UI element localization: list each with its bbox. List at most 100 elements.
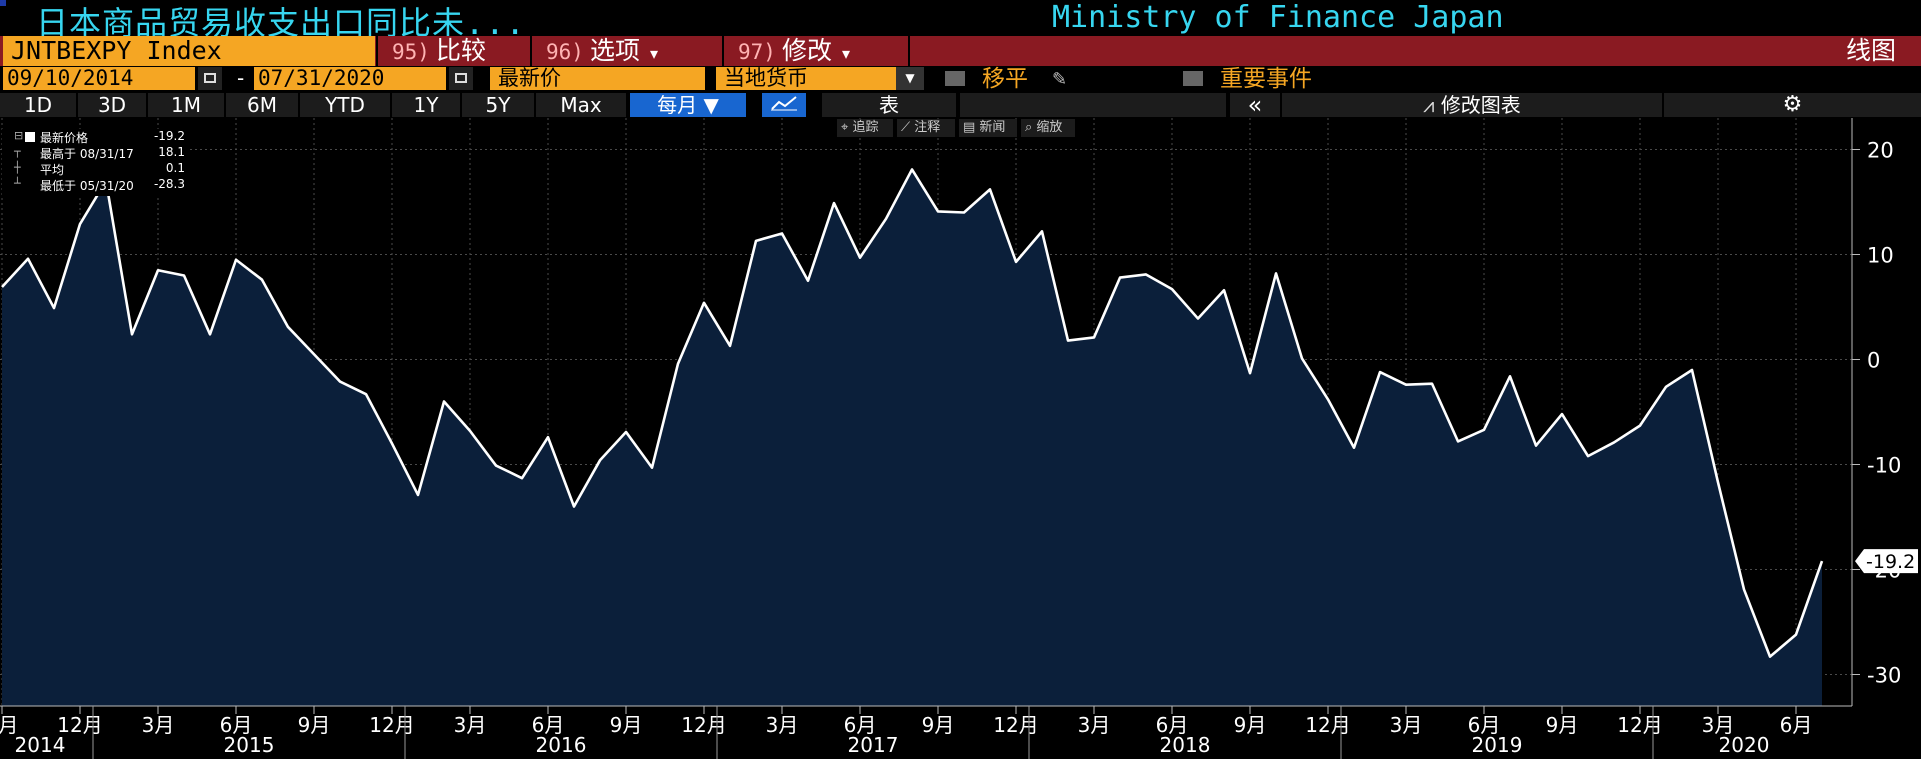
- data-source: Ministry of Finance Japan: [1052, 0, 1504, 35]
- series-area-fill: [2, 169, 1822, 706]
- range-max-button[interactable]: Max: [536, 93, 628, 117]
- x-year-label: 2015: [224, 733, 275, 757]
- low-marker-icon: ┴: [14, 177, 21, 190]
- pencil-icon[interactable]: ✎: [1052, 69, 1068, 90]
- edit-button[interactable]: 97) 修改 ▾: [722, 36, 908, 66]
- options-button[interactable]: 96) 选项 ▾: [530, 36, 720, 66]
- legend-avg: ┼ 平均 0.1: [2, 161, 189, 177]
- frequency-select[interactable]: 每月 ▼: [630, 93, 748, 117]
- currency-select[interactable]: 当地货币: [716, 67, 896, 90]
- x-tick-label: 6月: [532, 713, 565, 737]
- range-toolbar: 1D 3D 1M 6M YTD 1Y 5Y Max 每月 ▼ 表 « ⩘ 修改图…: [0, 93, 1921, 117]
- range-5y-button[interactable]: 5Y: [462, 93, 536, 117]
- range-ytd-button[interactable]: YTD: [300, 93, 392, 117]
- x-tick-label: 6月: [1156, 713, 1189, 737]
- legend: ⊟ 最新价格 -19.2 ┬ 最高于 08/31/17 18.1 ┼ 平均 0.…: [2, 129, 189, 196]
- smoothing-checkbox[interactable]: [945, 71, 965, 86]
- x-tick-label: 6月: [1780, 713, 1813, 737]
- zoom-tool-button[interactable]: ⌕ 缩放: [1021, 119, 1075, 137]
- legend-value: -19.2: [153, 129, 185, 143]
- menu-label: 修改: [781, 36, 832, 65]
- y-tick-label: 10: [1867, 244, 1894, 268]
- events-label: 重要事件: [1220, 66, 1312, 92]
- x-axis: 9月 12月 3月 6月 9月 12月 3月 6月 9月 12月 3月 6月 9月 12月 3月 6月 9月 12…: [0, 705, 1852, 759]
- table-view-button[interactable]: 表: [822, 93, 958, 117]
- legend-label: 最高于 08/31/17: [40, 147, 134, 161]
- legend-high: ┬ 最高于 08/31/17 18.1: [2, 145, 189, 161]
- range-3d-button[interactable]: 3D: [78, 93, 148, 117]
- legend-value: -28.3: [153, 177, 185, 191]
- last-value-marker: -19.2: [1855, 549, 1918, 574]
- x-year-label: 2018: [1160, 733, 1211, 757]
- menu-divider: [908, 36, 910, 66]
- collapse-icon[interactable]: «: [1230, 93, 1280, 117]
- command-bar: JNTBEXPY Index 95) 比较 96) 选项 ▾ 97) 修改 ▾ 线图: [0, 36, 1921, 66]
- x-tick-label: 6月: [1468, 713, 1501, 737]
- news-tool-button[interactable]: ▤ 新闻: [959, 119, 1017, 137]
- calendar-icon[interactable]: [198, 67, 222, 90]
- menu-label: 比较: [435, 36, 486, 65]
- compare-button[interactable]: 95) 比较: [376, 36, 528, 66]
- average-marker-icon: ┼: [14, 161, 21, 174]
- x-tick-label: 12月: [57, 713, 102, 737]
- chart-settings-icon: ⩘: [1423, 93, 1441, 117]
- legend-label: 最低于 05/31/20: [40, 179, 134, 193]
- collapse-icon[interactable]: ⊟: [14, 129, 24, 142]
- calendar-icon[interactable]: [449, 67, 473, 90]
- date-separator: -: [237, 66, 245, 90]
- chevron-down-icon[interactable]: ▼: [896, 67, 924, 90]
- line-chart-glyph: [771, 96, 797, 111]
- y-tick-label: -10: [1867, 454, 1901, 478]
- line-chart-icon[interactable]: [762, 93, 808, 117]
- range-1m-button[interactable]: 1M: [148, 93, 226, 117]
- annotate-tool-button[interactable]: ⟋ 注释: [897, 119, 955, 137]
- range-1y-button[interactable]: 1Y: [392, 93, 462, 117]
- range-6m-button[interactable]: 6M: [226, 93, 300, 117]
- menu-number: 97): [738, 40, 776, 64]
- legend-value: 18.1: [158, 145, 185, 159]
- x-tick-label: 9月: [1234, 713, 1267, 737]
- smoothing-label: 移平: [982, 66, 1028, 92]
- events-checkbox[interactable]: [1183, 71, 1203, 86]
- x-tick-label: 6月: [220, 713, 253, 737]
- x-tick-label: 3月: [766, 713, 799, 737]
- legend-low: ┴ 最低于 05/31/20 -28.3: [2, 177, 189, 193]
- toolbar-spacer: [960, 93, 1226, 117]
- series-line: [1, 168, 1824, 658]
- legend-last[interactable]: ⊟ 最新价格 -19.2: [2, 129, 189, 145]
- series-swatch: [25, 132, 35, 142]
- last-value-tag: [1855, 549, 1918, 574]
- security-description: 日本商品贸易收支出口同比未...: [36, 4, 526, 42]
- settings-bar: 09/10/2014 - 07/31/2020 最新价 当地货币 ▼ 移平 ✎ …: [0, 67, 1921, 92]
- x-tick-label: 9月: [0, 713, 18, 737]
- legend-label: 平均: [40, 163, 65, 177]
- edit-chart-button[interactable]: ⩘ 修改图表: [1282, 93, 1662, 117]
- end-date-field[interactable]: 07/31/2020: [254, 67, 446, 90]
- x-tick-label: 3月: [1078, 713, 1111, 737]
- x-year-label: 2014: [15, 733, 66, 757]
- edit-chart-label: 修改图表: [1440, 93, 1521, 117]
- high-marker-icon: ┬: [14, 145, 21, 158]
- price-field-select[interactable]: 最新价: [490, 67, 705, 90]
- title-bar: 日本商品贸易收支出口同比未... Ministry of Finance Jap…: [0, 0, 1921, 42]
- ticker-field[interactable]: JNTBEXPY Index: [3, 36, 375, 66]
- legend-label: 最新价格: [40, 131, 89, 145]
- last-value-label: -19.2: [1866, 551, 1915, 573]
- range-1d-button[interactable]: 1D: [0, 93, 78, 117]
- track-tool-button[interactable]: ⌖ 追踪: [837, 119, 893, 137]
- x-tick-label: 12月: [1617, 713, 1662, 737]
- x-tick-label: 9月: [298, 713, 331, 737]
- start-date-field[interactable]: 09/10/2014: [3, 67, 195, 90]
- gear-icon[interactable]: ⚙: [1664, 93, 1921, 117]
- x-tick-label: 9月: [922, 713, 955, 737]
- x-tick-label: 12月: [993, 713, 1038, 737]
- x-tick-label: 12月: [369, 713, 414, 737]
- chart-type-label[interactable]: 线图: [1845, 36, 1896, 65]
- x-tick-label: 3月: [142, 713, 175, 737]
- x-tick-label: 3月: [454, 713, 487, 737]
- menu-number: 96): [546, 40, 584, 64]
- y-tick-label: 0: [1867, 349, 1880, 373]
- x-year-label: 2019: [1472, 733, 1523, 757]
